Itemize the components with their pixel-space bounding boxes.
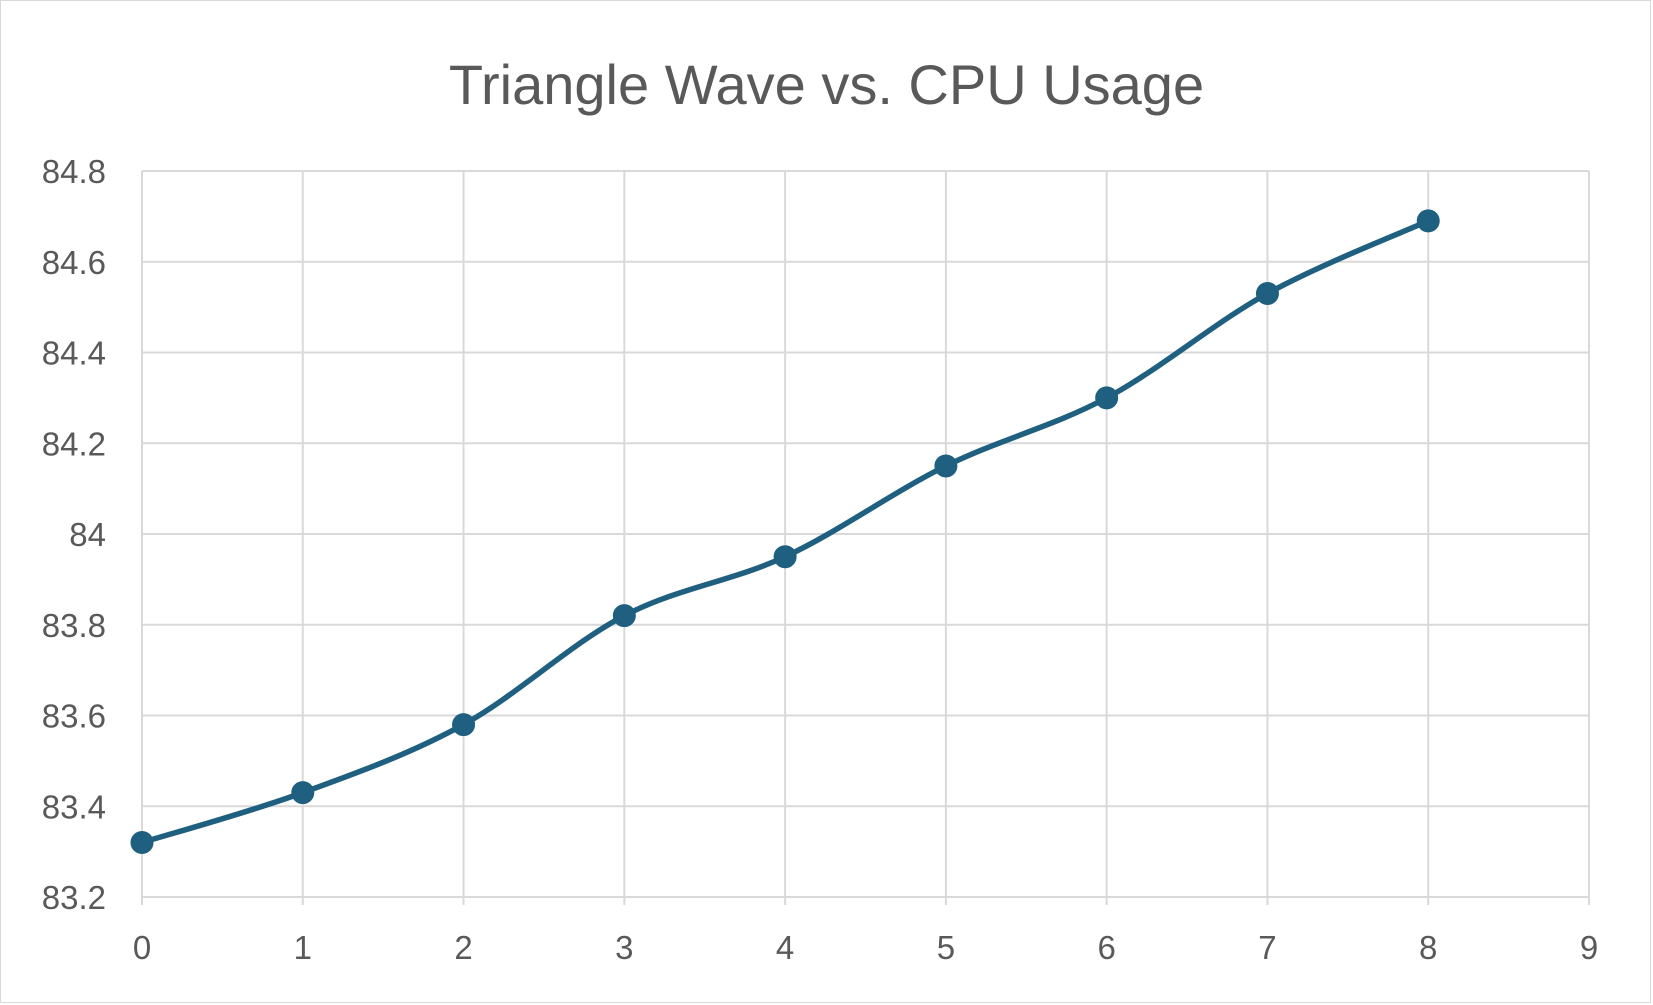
data-point-marker — [1255, 282, 1279, 306]
chart-title: Triangle Wave vs. CPU Usage — [448, 53, 1205, 116]
y-tick-label: 84.4 — [42, 335, 106, 372]
x-tick-label: 5 — [937, 929, 955, 966]
data-point-marker — [452, 713, 476, 737]
y-tick-label: 84.8 — [42, 153, 106, 190]
x-tick-label: 8 — [1419, 929, 1437, 966]
x-tick-label: 6 — [1097, 929, 1115, 966]
x-tick-label: 0 — [133, 929, 151, 966]
data-point-marker — [1416, 209, 1440, 233]
y-tick-label: 84.6 — [42, 244, 106, 281]
tick-labels: 83.2 83.4 83.6 83.8 84 84.2 84.4 84.6 84.8 0 1 2 3 4 5… — [42, 153, 1598, 966]
y-tick-label: 83.6 — [42, 698, 106, 735]
data-point-marker — [291, 781, 315, 805]
y-tick-label: 83.2 — [42, 879, 106, 916]
x-tick-label: 9 — [1580, 929, 1598, 966]
data-point-marker — [773, 545, 797, 569]
data-series — [130, 209, 1440, 855]
x-tick-label: 3 — [615, 929, 633, 966]
x-tick-label: 1 — [294, 929, 312, 966]
y-tick-label: 84.2 — [42, 425, 106, 462]
data-point-marker — [612, 604, 636, 628]
data-point-marker — [934, 454, 958, 478]
data-point-marker — [130, 831, 154, 855]
data-point-marker — [1095, 386, 1119, 410]
x-tick-label: 7 — [1258, 929, 1276, 966]
y-tick-label: 83.4 — [42, 788, 106, 825]
y-tick-label: 83.8 — [42, 607, 106, 644]
x-tick-label: 2 — [454, 929, 472, 966]
x-tick-label: 4 — [776, 929, 794, 966]
gridlines — [141, 170, 1590, 905]
axes — [141, 171, 1589, 898]
y-tick-label: 84 — [69, 516, 106, 553]
